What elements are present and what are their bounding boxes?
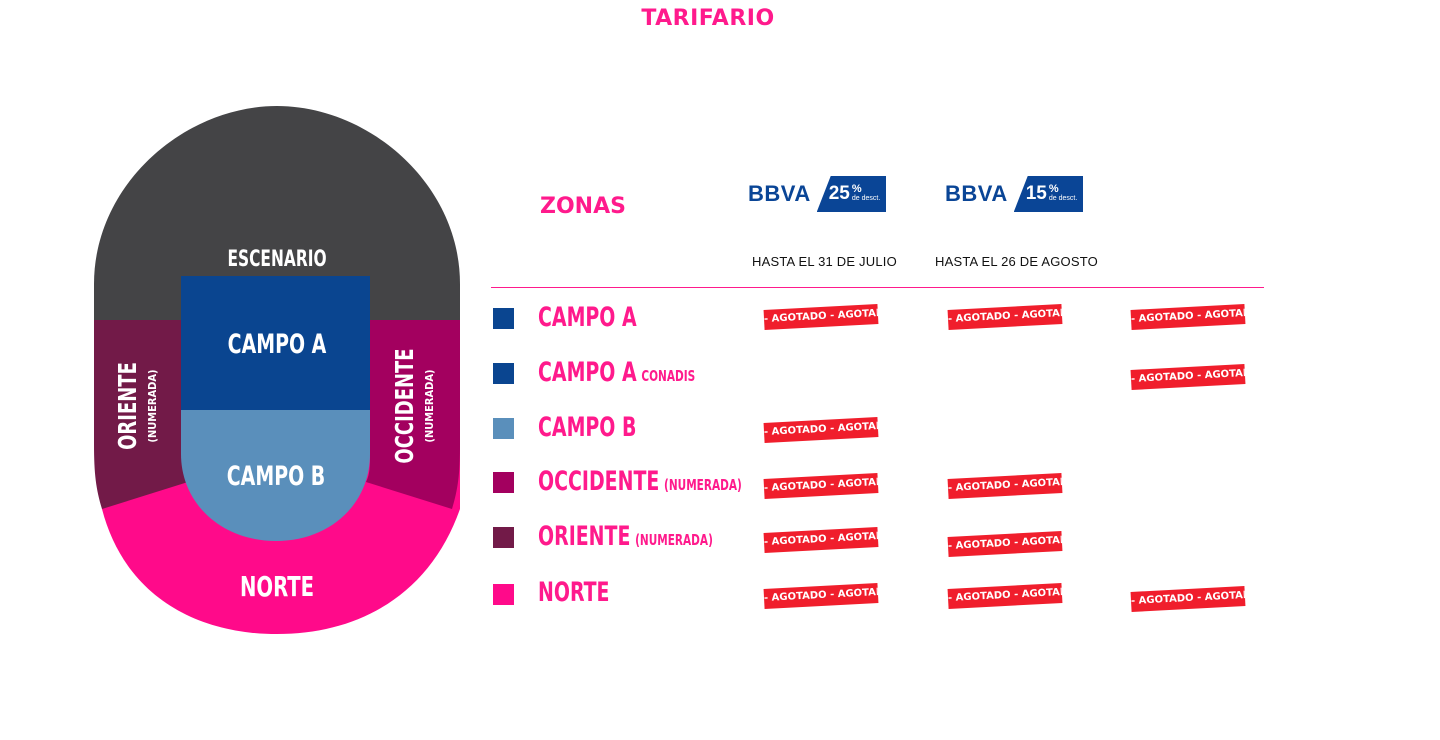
- page-title: TARIFARIO: [641, 6, 775, 31]
- bbva-logo: BBVA: [945, 181, 1008, 206]
- sold-out-ribbon: - AGOTADO - AGOTADO - AGOTADO -: [947, 583, 1063, 609]
- sold-out-ribbon: - AGOTADO - AGOTADO - AGOTADO -: [947, 304, 1063, 330]
- zone-occidente-shape[interactable]: [366, 320, 460, 509]
- zone-swatch: [493, 584, 514, 605]
- column-date-2: HASTA EL 26 DE AGOSTO: [935, 254, 1098, 269]
- map-label-norte: NORTE: [240, 570, 314, 602]
- zone-campo-a-shape[interactable]: [181, 276, 370, 410]
- map-label-escenario: ESCENARIO: [227, 246, 326, 272]
- sold-out-ribbon: - AGOTADO - AGOTADO - AGOTADO -: [763, 583, 879, 609]
- map-label-occidente: OCCIDENTE: [391, 348, 420, 463]
- zone-name: NORTE: [538, 577, 610, 608]
- sold-out-ribbon: - AGOTADO - AGOTADO - AGOTADO -: [1130, 586, 1246, 612]
- zone-swatch: [493, 418, 514, 439]
- column-date-1: HASTA EL 31 DE JULIO: [752, 254, 897, 269]
- zone-name: OCCIDENTE (NUMERADA): [538, 466, 742, 497]
- zone-name: CAMPO A CONADIS: [538, 357, 696, 388]
- zone-swatch: [493, 308, 514, 329]
- sold-out-ribbon: - AGOTADO - AGOTADO - AGOTADO -: [1130, 364, 1246, 390]
- sold-out-ribbon: - AGOTADO - AGOTADO - AGOTADO -: [1130, 304, 1246, 330]
- map-label-campo-b: CAMPO B: [227, 460, 325, 491]
- zone-name: CAMPO A: [538, 302, 637, 333]
- zonas-header: ZONAS: [540, 194, 626, 219]
- zone-swatch: [493, 363, 514, 384]
- bbva-logo: BBVA: [748, 181, 811, 206]
- zone-escenario-shape: [94, 106, 460, 320]
- sold-out-ribbon: - AGOTADO - AGOTADO - AGOTADO -: [763, 417, 879, 443]
- sold-out-ribbon: - AGOTADO - AGOTADO - AGOTADO -: [763, 527, 879, 553]
- sold-out-ribbon: - AGOTADO - AGOTADO - AGOTADO -: [763, 473, 879, 499]
- sold-out-ribbon: - AGOTADO - AGOTADO - AGOTADO -: [947, 473, 1063, 499]
- map-label-occidente-sub: (NUMERADA): [423, 369, 436, 442]
- zone-name: ORIENTE (NUMERADA): [538, 521, 713, 552]
- sold-out-ribbon: - AGOTADO - AGOTADO - AGOTADO -: [947, 531, 1063, 557]
- zone-swatch: [493, 472, 514, 493]
- zone-swatch: [493, 527, 514, 548]
- zone-name: CAMPO B: [538, 412, 637, 443]
- map-label-oriente-sub: (NUMERADA): [146, 369, 159, 442]
- map-label-oriente: ORIENTE: [114, 362, 143, 450]
- zone-campo-b-shape[interactable]: [181, 409, 370, 541]
- sold-out-ribbon: - AGOTADO - AGOTADO - AGOTADO -: [763, 304, 879, 330]
- bbva-15-column-header: BBVA 15 % de desct.: [945, 176, 1084, 212]
- map-label-campo-a: CAMPO A: [228, 328, 327, 359]
- zone-oriente-shape[interactable]: [94, 320, 188, 509]
- discount-badge-15: 15 % de desct.: [1013, 176, 1084, 212]
- discount-badge-25: 25 % de desct.: [816, 176, 887, 212]
- bbva-25-column-header: BBVA 25 % de desct.: [748, 176, 887, 212]
- stadium-map: ESCENARIO CAMPO A CAMPO B NORTE ORIENTE …: [94, 106, 460, 634]
- header-divider: [491, 287, 1264, 288]
